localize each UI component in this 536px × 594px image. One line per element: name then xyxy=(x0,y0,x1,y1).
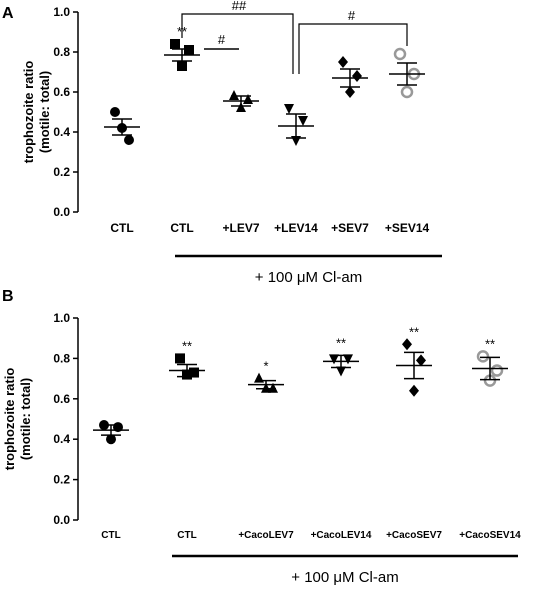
chart-1-significance: * xyxy=(263,359,268,374)
chart-1-y-label-line-1: trophozoite ratio xyxy=(2,368,17,471)
chart-1-data-point xyxy=(343,354,353,365)
chart-1-data-point xyxy=(106,434,116,445)
chart-1-data-point xyxy=(268,382,278,393)
chart-0-group-4: +SEV7 xyxy=(331,56,369,235)
chart-0-y-tick-label: 0.2 xyxy=(53,165,70,179)
chart-0-group-1: **CTL xyxy=(164,24,200,235)
panel-a: A 0.0 0.2 0.4 0.6 0.8 1.0 trophozoite ratio (mot… xyxy=(2,0,442,286)
chart-1-data-point xyxy=(189,367,199,378)
chart-1-category-label: +CacoSEV14 xyxy=(459,530,521,541)
chart-1-y-tick-label: 0.6 xyxy=(53,392,70,406)
chart-1-panel-letter: B xyxy=(2,288,14,305)
chart-0-y-tick-label: 0.6 xyxy=(53,85,70,99)
chart-0-y-label-line-1: trophozoite ratio xyxy=(21,61,36,164)
chart-0-group-0: CTL xyxy=(104,107,140,235)
chart-1-y-tick-label: 0.0 xyxy=(53,513,70,527)
chart-0-data-point xyxy=(393,47,407,61)
chart-0-data-point xyxy=(229,90,239,100)
chart-0-data-point xyxy=(110,107,120,117)
chart-0-data-point xyxy=(338,56,348,68)
chart-0-y-tick-label: 0.0 xyxy=(53,205,70,219)
chart-1-category-label: +CacoSEV7 xyxy=(386,530,442,541)
chart-0-data-point xyxy=(298,116,308,126)
chart-1-data-point xyxy=(409,384,419,397)
chart-1-y-tick-label: 0.8 xyxy=(53,351,70,365)
chart-0-bracket-label: # xyxy=(218,32,226,47)
chart-1-group-5: ** +CacoSEV14 xyxy=(459,336,521,541)
chart-1-y-tick-label: 0.4 xyxy=(53,432,70,446)
panel-b: B 0.0 0.2 0.4 0.6 0.8 1.0 trophozoite ratio (mot… xyxy=(2,288,521,586)
chart-0-group-2: +LEV7 xyxy=(222,90,260,235)
chart-0-y-label-line-2: (motile: total) xyxy=(37,71,52,153)
chart-0-treatment-label: + 100 μM Cl-am xyxy=(255,269,362,286)
chart-0-bracket-label: # xyxy=(348,8,356,23)
chart-1-significance: ** xyxy=(409,324,419,339)
chart-0-data-point xyxy=(170,39,180,49)
chart-0-category-label: CTL xyxy=(110,221,133,235)
chart-1-data-point xyxy=(402,338,412,351)
chart-1-y-tick-label: 1.0 xyxy=(53,311,70,325)
chart-0-group-3: +LEV14 xyxy=(274,104,318,235)
chart-1-category-label: CTL xyxy=(101,530,120,541)
chart-0-category-label: +LEV7 xyxy=(222,221,259,235)
chart-0-category-label: +SEV14 xyxy=(385,221,430,235)
chart-0-y-tick-label: 0.4 xyxy=(53,125,70,139)
chart-0-data-point xyxy=(177,61,187,71)
chart-0-group-5: +SEV14 xyxy=(385,47,430,235)
chart-1-group-0: CTL xyxy=(93,420,129,541)
chart-1-data-point xyxy=(416,354,426,367)
chart-1-significance: ** xyxy=(485,336,495,351)
chart-1-y-label-line-2: (motile: total) xyxy=(18,378,33,460)
chart-0-category-label: +SEV7 xyxy=(331,221,369,235)
chart-1-group-2: * +CacoLEV7 xyxy=(238,359,294,541)
chart-0-data-point xyxy=(400,85,414,99)
chart-0-data-point xyxy=(124,135,134,145)
chart-1-category-label: +CacoLEV14 xyxy=(311,530,372,541)
chart-0-y-tick-label: 0.8 xyxy=(53,45,70,59)
chart-1-data-point xyxy=(490,364,504,377)
chart-1-treatment-label: + 100 μM Cl-am xyxy=(291,569,398,586)
chart-1-group-1: ** CTL xyxy=(169,338,205,541)
chart-0-data-point xyxy=(345,86,355,98)
chart-1-group-4: ** +CacoSEV7 xyxy=(386,324,442,541)
chart-0-category-label: CTL xyxy=(170,221,193,235)
chart-1-data-point xyxy=(175,353,185,364)
chart-0-bracket xyxy=(181,13,294,74)
chart-1-category-label: CTL xyxy=(177,530,196,541)
chart-1-category-label: +CacoLEV7 xyxy=(238,530,294,541)
chart-1-data-point xyxy=(336,366,346,377)
chart-0-category-label: +LEV14 xyxy=(274,221,318,235)
chart-1-significance: ** xyxy=(336,335,346,350)
chart-1-group-3: ** +CacoLEV14 xyxy=(311,335,372,541)
chart-0-data-point xyxy=(352,70,362,82)
chart-0-data-point xyxy=(284,104,294,114)
chart-0-bracket xyxy=(298,23,408,74)
chart-1-significance: ** xyxy=(182,338,192,353)
chart-1-y-tick-label: 0.2 xyxy=(53,473,70,487)
chart-1-data-point xyxy=(329,354,339,365)
chart-0-bracket-label: ## xyxy=(232,0,247,13)
chart-0-data-point xyxy=(236,102,246,112)
chart-1-data-point xyxy=(476,350,490,363)
chart-0-panel-letter: A xyxy=(2,5,14,22)
chart-0-y-tick-label: 1.0 xyxy=(53,5,70,19)
chart-0-data-point xyxy=(184,45,194,55)
